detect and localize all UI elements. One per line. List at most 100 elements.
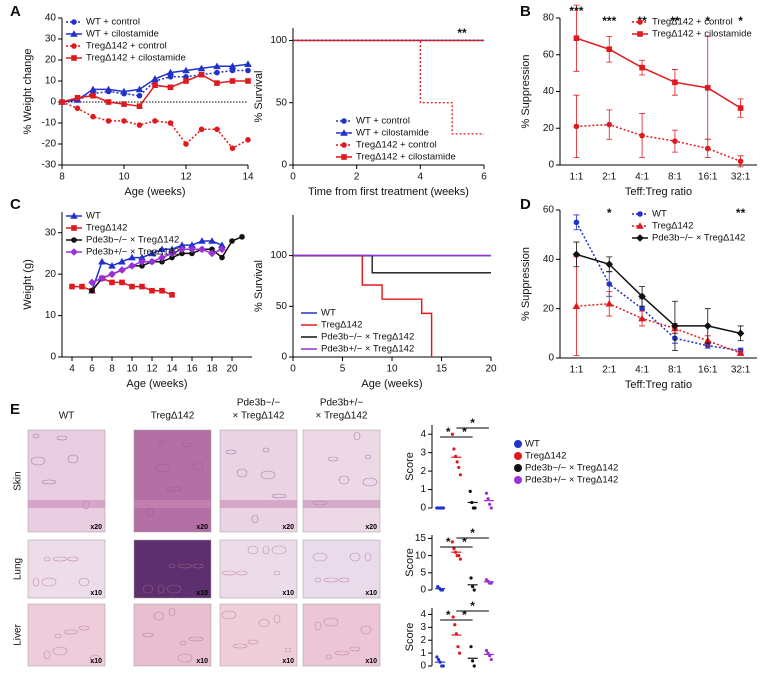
tissue-detail <box>166 486 182 492</box>
dot <box>450 432 454 436</box>
marker <box>70 248 78 256</box>
marker <box>219 254 225 261</box>
dot <box>450 540 454 544</box>
significance: *** <box>569 4 583 18</box>
marker <box>105 99 112 105</box>
y-tick-label: 0 <box>281 352 287 363</box>
row-label: Liver <box>13 623 24 645</box>
histology-image <box>27 429 106 533</box>
histology-image <box>27 603 106 667</box>
dot <box>469 576 473 580</box>
marker <box>214 69 220 76</box>
y-axis-label: % Suppression <box>520 55 532 129</box>
magnification: x10 <box>196 590 208 597</box>
tissue-detail <box>155 463 171 473</box>
significance: * <box>470 599 475 613</box>
tissue-detail <box>67 556 79 562</box>
significance: * <box>705 14 710 28</box>
y-tick-label: 3 <box>420 622 426 633</box>
marker <box>71 225 77 231</box>
dot <box>472 588 476 592</box>
tissue-detail <box>325 654 333 660</box>
row-label: Skin <box>13 471 24 490</box>
dot <box>489 657 493 662</box>
dot <box>486 497 490 501</box>
marker <box>245 137 251 143</box>
series-line <box>576 253 741 335</box>
y-tick-label: 0 <box>281 160 287 171</box>
tissue-detail <box>271 493 287 499</box>
y-tick-label: 0 <box>420 503 426 514</box>
marker <box>108 270 116 278</box>
x-tick-label: 0 <box>290 364 296 375</box>
tissue-detail <box>273 570 281 576</box>
marker <box>229 238 235 244</box>
x-tick-label: 15 <box>436 364 448 375</box>
marker <box>704 85 711 91</box>
marker <box>214 126 220 133</box>
panel-label: E <box>10 401 20 418</box>
tissue-detail <box>54 633 62 639</box>
y-tick-label: 60 <box>543 49 555 60</box>
legend-label: TregΔ142 <box>525 451 566 462</box>
y-tick-label: 20 <box>45 55 57 66</box>
x-tick-label: 20 <box>485 364 497 375</box>
marker <box>129 283 135 290</box>
legend-label: Pde3b−/− × TregΔ142 <box>525 463 618 474</box>
legend-swatch <box>514 476 522 484</box>
magnification: x20 <box>282 524 294 531</box>
legend-label: Pde3b+/− × TregΔ142 <box>321 344 414 355</box>
tissue-detail <box>30 456 46 466</box>
tissue-detail <box>41 577 57 587</box>
histology-image <box>219 603 298 667</box>
tissue-detail <box>192 461 204 471</box>
x-axis-label: Teff:Treg ratio <box>625 186 692 198</box>
magnification: x10 <box>196 658 208 665</box>
marker <box>636 234 644 242</box>
column-header: TregΔ142 <box>151 411 195 422</box>
dot <box>457 465 461 470</box>
y-tick-label: 40 <box>543 86 555 97</box>
histology-image <box>133 603 212 667</box>
tissue-detail <box>56 435 68 441</box>
tissue-detail <box>188 636 204 642</box>
survival-line <box>293 254 433 357</box>
tissue-detail <box>258 618 270 628</box>
x-tick-label: 2:1 <box>602 172 616 183</box>
marker <box>139 263 145 269</box>
legend-label: WT + cilostamide <box>356 128 429 139</box>
marker <box>229 78 236 84</box>
legend-label: Pde3b+/− × TregΔ142 <box>86 247 179 258</box>
y-tick-label: 30 <box>45 34 57 45</box>
legend-label: WT <box>652 209 667 220</box>
x-tick-label: 12 <box>180 172 192 183</box>
marker <box>183 141 189 147</box>
tissue-detail <box>225 449 237 455</box>
histology-image <box>302 603 381 667</box>
marker <box>148 249 156 257</box>
marker <box>104 85 113 93</box>
magnification: x10 <box>282 590 294 597</box>
panel-label: D <box>520 196 531 213</box>
marker <box>128 262 136 270</box>
dot <box>452 447 456 451</box>
skin-layer <box>220 500 297 508</box>
tissue-detail <box>353 431 361 441</box>
tissue-detail <box>181 442 193 448</box>
tissue-detail <box>273 614 281 624</box>
x-axis-label: Teff:Treg ratio <box>625 379 692 391</box>
legend-label: WT <box>525 439 540 450</box>
dot <box>457 554 461 558</box>
panel-label: A <box>10 3 21 20</box>
marker <box>74 95 81 101</box>
y-tick-label: 10 <box>415 550 427 561</box>
magnification: x10 <box>365 658 377 665</box>
y-tick-label: 15 <box>415 533 427 544</box>
y-tick-label: 50 <box>276 97 288 108</box>
marker <box>119 279 125 286</box>
marker <box>606 121 613 128</box>
x-tick-label: 2:1 <box>602 365 616 376</box>
significance: * <box>607 206 612 220</box>
legend-label: WT + control <box>86 17 140 28</box>
